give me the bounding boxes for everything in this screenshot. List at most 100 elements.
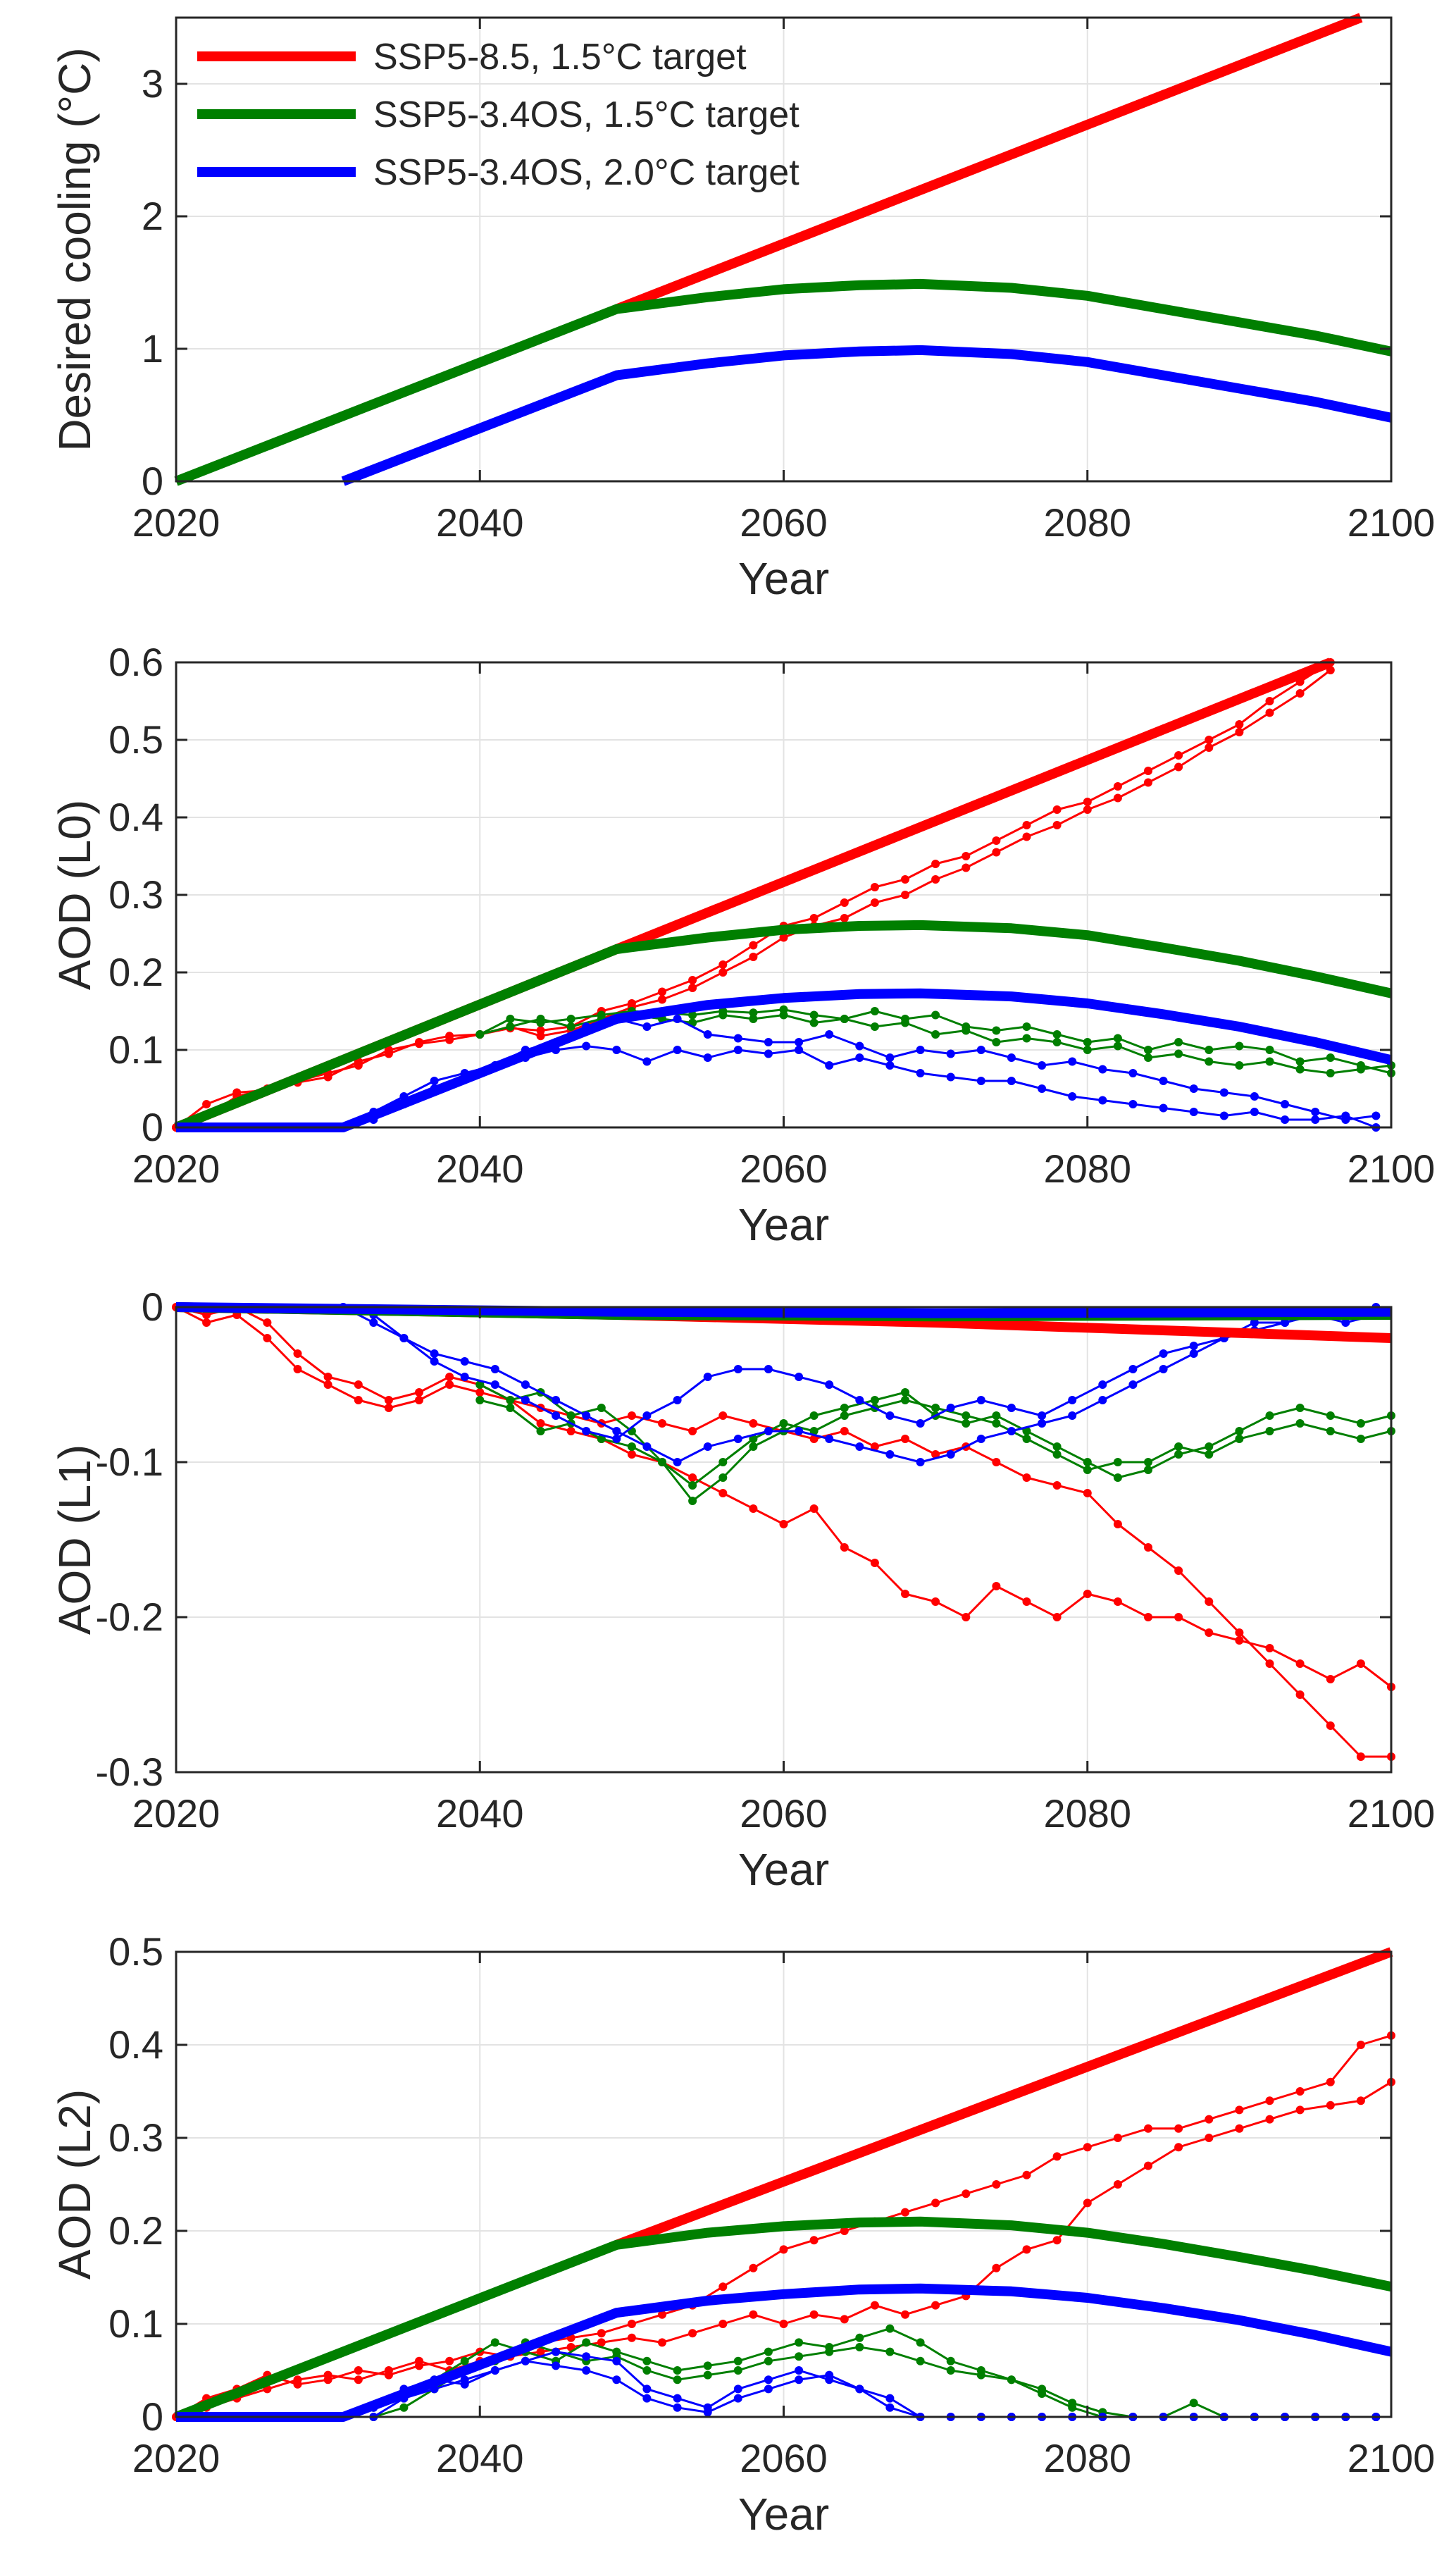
data-point — [795, 2375, 804, 2384]
data-point — [1113, 1520, 1122, 1528]
data-point — [1356, 2096, 1365, 2105]
data-point — [1205, 2115, 1214, 2124]
data-point — [1083, 2198, 1092, 2208]
data-point — [809, 1427, 819, 1435]
data-point — [1113, 793, 1122, 803]
data-point — [795, 2366, 804, 2375]
data-point — [901, 1388, 909, 1397]
data-point — [840, 2227, 849, 2235]
data-point — [673, 2394, 682, 2403]
data-point — [658, 2310, 666, 2319]
panel-aod-l0: 2020 2040 2060 2080 2100 0 0.1 0.2 0.3 0.4 0.5 0.6 Y… — [49, 640, 1435, 1250]
data-point — [764, 1365, 773, 1373]
data-point — [1205, 2134, 1214, 2142]
data-point — [1128, 1365, 1138, 1373]
y-tick-label: 0 — [142, 2394, 163, 2439]
data-point — [809, 2310, 819, 2319]
data-point — [809, 914, 819, 922]
data-point — [597, 2329, 606, 2338]
data-point — [1113, 782, 1122, 791]
data-point — [1265, 1427, 1274, 1435]
data-point — [855, 1041, 864, 1051]
data-point — [1295, 1690, 1305, 1699]
y-tick-label: 0 — [142, 459, 163, 503]
data-point — [1022, 1435, 1031, 1443]
data-point — [1174, 1566, 1183, 1575]
data-point — [992, 1411, 1001, 1420]
data-point — [612, 2375, 621, 2384]
x-axis-label: Year — [738, 1199, 829, 1250]
data-point — [992, 1419, 1001, 1428]
x-tick-label: 2020 — [132, 1791, 220, 1836]
data-point — [976, 1396, 985, 1404]
data-point — [718, 1010, 728, 1020]
data-point — [1295, 1057, 1305, 1066]
data-point — [718, 960, 728, 969]
data-point — [885, 1061, 895, 1070]
y-tick-label: -0.1 — [96, 1440, 164, 1484]
data-point — [566, 1411, 575, 1420]
data-point — [885, 2394, 895, 2403]
data-point — [506, 1022, 515, 1031]
data-point — [552, 1411, 561, 1420]
panel-desired-cooling: 2020 2040 2060 2080 2100 0 1 2 3 Year Desired cool… — [49, 13, 1435, 604]
y-tick-label: 2 — [142, 194, 163, 238]
data-point — [1052, 1030, 1062, 1039]
data-point — [673, 1015, 682, 1023]
data-point — [1007, 1404, 1016, 1412]
data-point — [552, 2347, 561, 2356]
data-point — [263, 1334, 272, 1342]
x-tick-label: 2040 — [436, 1791, 524, 1836]
data-point — [976, 1077, 985, 1085]
data-point — [1250, 1318, 1259, 1327]
x-tick-label: 2060 — [740, 1146, 828, 1191]
legend-entry: SSP5-8.5, 1.5°C target — [373, 37, 747, 78]
data-point — [733, 2394, 742, 2403]
data-point — [582, 2338, 591, 2347]
data-point — [1356, 2041, 1365, 2049]
data-point — [384, 1049, 393, 1058]
data-point — [1083, 2143, 1092, 2152]
data-point — [1038, 1084, 1047, 1093]
y-tick-label: 0 — [142, 1285, 163, 1329]
data-point — [1022, 1034, 1031, 1043]
data-point — [931, 2198, 940, 2208]
data-point — [1159, 1077, 1168, 1085]
data-point — [885, 1411, 895, 1420]
data-point — [642, 2366, 652, 2375]
data-point — [582, 1411, 591, 1420]
y-tick-label: 0.4 — [108, 795, 163, 839]
data-point — [962, 1026, 971, 1035]
data-point — [673, 2403, 682, 2412]
y-tick-label: 0 — [142, 1105, 163, 1149]
data-point — [1083, 805, 1092, 814]
data-point — [475, 1396, 485, 1404]
data-point — [749, 941, 758, 950]
y-axis-label: Desired cooling (°C) — [49, 47, 100, 451]
data-point — [1235, 1427, 1244, 1435]
data-point — [825, 1030, 834, 1039]
data-point — [1235, 2124, 1244, 2133]
data-point — [1356, 1419, 1365, 1428]
data-point — [1189, 1084, 1198, 1093]
data-point — [1159, 1365, 1168, 1373]
data-point — [1022, 1473, 1031, 1482]
data-point — [1128, 1069, 1138, 1077]
data-point — [1219, 1111, 1228, 1120]
data-point — [992, 836, 1001, 845]
data-point — [1038, 1419, 1047, 1428]
data-point — [916, 1046, 925, 1054]
data-point — [718, 1489, 728, 1497]
data-point — [809, 1435, 819, 1443]
data-point — [1205, 1597, 1214, 1606]
y-tick-label: -0.2 — [96, 1595, 164, 1639]
data-point — [323, 1072, 332, 1082]
data-point — [1205, 1057, 1214, 1066]
data-point — [1159, 1349, 1168, 1358]
data-point — [764, 2356, 773, 2365]
data-point — [673, 1458, 682, 1466]
data-point — [293, 2375, 302, 2384]
data-point — [931, 1450, 940, 1459]
data-point — [779, 933, 788, 942]
data-point — [870, 1559, 879, 1567]
